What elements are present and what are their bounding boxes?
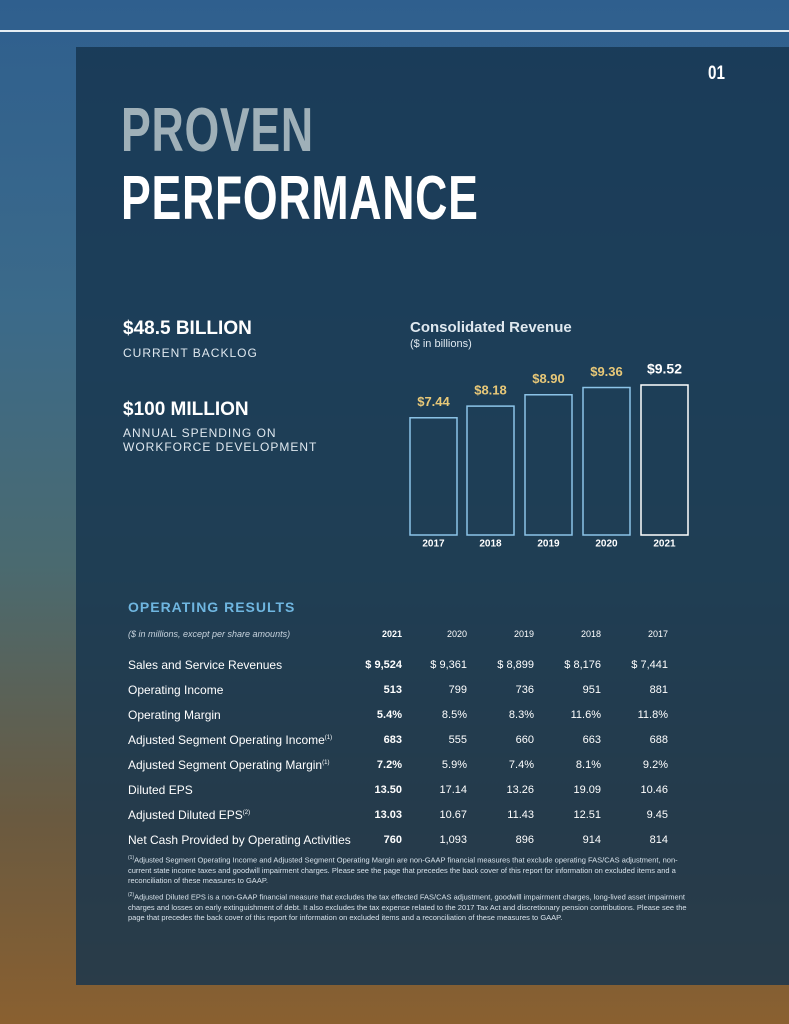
cell: 11.43 bbox=[507, 809, 534, 821]
cell: 688 bbox=[649, 734, 668, 746]
cell: 13.03 bbox=[374, 809, 402, 821]
value-label: $9.36 bbox=[590, 364, 623, 379]
title-line: PERFORMANCE bbox=[121, 164, 479, 233]
cell: 13.26 bbox=[506, 784, 534, 796]
row-label: Adjusted Segment Operating Income(1) bbox=[128, 733, 333, 747]
category-label: 2020 bbox=[595, 539, 618, 550]
cell: 8.3% bbox=[508, 709, 534, 721]
cell: 881 bbox=[649, 684, 668, 696]
cell: 8.1% bbox=[575, 759, 601, 771]
cell: 7.4% bbox=[508, 759, 534, 771]
page-number: 01 bbox=[708, 63, 725, 84]
title-line: PROVEN bbox=[121, 96, 314, 165]
value-label: $8.90 bbox=[532, 371, 565, 386]
row-label: Operating Income bbox=[128, 683, 224, 697]
stat-label: WORKFORCE DEVELOPMENT bbox=[123, 440, 318, 454]
cell: 513 bbox=[383, 684, 402, 696]
cell: 683 bbox=[383, 734, 402, 746]
footnote-marker: (2) bbox=[128, 892, 135, 898]
stat-value: $100 MILLION bbox=[123, 399, 249, 420]
bar bbox=[582, 386, 631, 536]
cell: $ 8,176 bbox=[564, 659, 601, 671]
cell: $ 7,441 bbox=[631, 659, 668, 671]
footnote-ref: (2) bbox=[242, 810, 251, 816]
category-label: 2019 bbox=[537, 539, 560, 550]
cell: 660 bbox=[515, 734, 534, 746]
stat-value: $48.5 BILLION bbox=[123, 318, 252, 339]
cell: 19.09 bbox=[573, 784, 601, 796]
footnote: (1)Adjusted Segment Operating Income and… bbox=[128, 853, 688, 886]
cell: 951 bbox=[582, 684, 601, 696]
footnote: (2)Adjusted Diluted EPS is a non-GAAP fi… bbox=[128, 890, 688, 923]
cell: 12.51 bbox=[573, 809, 601, 821]
column-header: 2017 bbox=[647, 629, 668, 639]
cell: 11.6% bbox=[570, 709, 601, 721]
footnote-marker: (1) bbox=[128, 855, 135, 861]
cell: 814 bbox=[649, 834, 668, 846]
cell: 896 bbox=[515, 834, 534, 846]
row-label: Adjusted Segment Operating Margin(1) bbox=[128, 758, 330, 772]
cell: 10.67 bbox=[439, 809, 467, 821]
column-header: 2021 bbox=[381, 629, 402, 639]
cell: 17.14 bbox=[439, 784, 467, 796]
column-header: 2018 bbox=[580, 629, 601, 639]
row-label: Adjusted Diluted EPS(2) bbox=[128, 808, 251, 822]
footnote-ref: (1) bbox=[324, 735, 333, 741]
footnote-text: Adjusted Diluted EPS is a non-GAAP finan… bbox=[128, 892, 687, 922]
stat-label: ANNUAL SPENDING ON bbox=[123, 426, 277, 440]
value-label: $7.44 bbox=[417, 394, 450, 409]
footnote-text: Adjusted Segment Operating Income and Ad… bbox=[128, 855, 678, 885]
category-label: 2018 bbox=[479, 539, 502, 550]
cell: 10.46 bbox=[640, 784, 668, 796]
cell: 9.2% bbox=[642, 759, 668, 771]
cell: 5.9% bbox=[441, 759, 467, 771]
cell: 736 bbox=[515, 684, 534, 696]
bar bbox=[409, 417, 458, 536]
column-header: 2020 bbox=[446, 629, 467, 639]
chart-title: Consolidated Revenue bbox=[410, 319, 572, 336]
table-note: ($ in millions, except per share amounts… bbox=[128, 629, 291, 639]
stat-label: CURRENT BACKLOG bbox=[123, 346, 258, 360]
cell: 555 bbox=[448, 734, 467, 746]
cell: 13.50 bbox=[374, 784, 402, 796]
cell: 11.8% bbox=[637, 709, 668, 721]
cell: 8.5% bbox=[441, 709, 467, 721]
cell: $ 8,899 bbox=[497, 659, 534, 671]
chart: Consolidated Revenue ($ in billions) $7.… bbox=[409, 318, 689, 550]
cell: 914 bbox=[582, 834, 601, 846]
panel bbox=[76, 47, 789, 985]
cell: 1,093 bbox=[439, 834, 467, 846]
row-label: Operating Margin bbox=[128, 708, 221, 722]
cell: $ 9,524 bbox=[365, 659, 402, 671]
category-label: 2017 bbox=[422, 539, 445, 550]
cell: 9.45 bbox=[646, 809, 668, 821]
value-label: $9.52 bbox=[647, 361, 682, 377]
bar bbox=[524, 394, 573, 536]
row-label: Diluted EPS bbox=[128, 783, 193, 797]
table-title: OPERATING RESULTS bbox=[128, 599, 296, 615]
cell: $ 9,361 bbox=[430, 659, 467, 671]
cell: 663 bbox=[582, 734, 601, 746]
cell: 7.2% bbox=[376, 759, 402, 771]
value-label: $8.18 bbox=[474, 383, 507, 398]
bar bbox=[466, 405, 515, 536]
row-label: Net Cash Provided by Operating Activitie… bbox=[128, 833, 351, 847]
category-label: 2021 bbox=[653, 539, 676, 550]
column-header: 2019 bbox=[513, 629, 534, 639]
rule bbox=[0, 30, 789, 32]
cell: 5.4% bbox=[376, 709, 402, 721]
bar bbox=[640, 384, 689, 536]
footnote-ref: (1) bbox=[322, 760, 330, 766]
cell: 760 bbox=[383, 834, 402, 846]
chart-subtitle: ($ in billions) bbox=[410, 338, 472, 350]
cell: 799 bbox=[448, 684, 467, 696]
row-label: Sales and Service Revenues bbox=[128, 658, 283, 672]
